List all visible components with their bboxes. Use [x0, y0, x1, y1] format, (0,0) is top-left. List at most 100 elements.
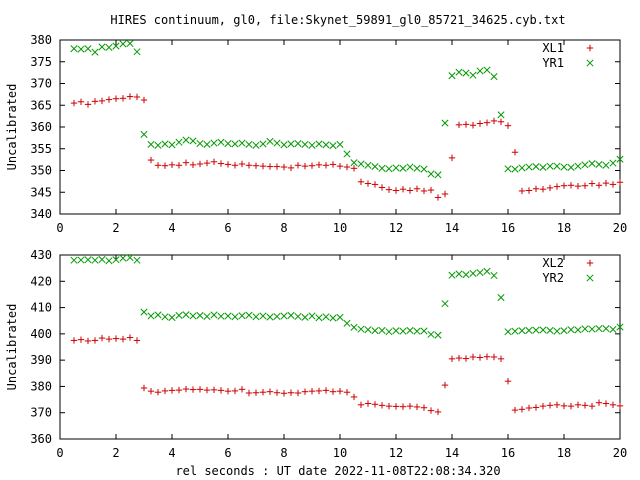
data-point	[602, 161, 610, 169]
data-point	[133, 256, 141, 264]
data-point	[287, 311, 295, 320]
data-point-stroke-b	[308, 312, 316, 320]
data-point-stroke-b	[595, 325, 603, 333]
data-point	[476, 67, 484, 75]
data-point	[567, 163, 575, 172]
data-point	[364, 180, 372, 187]
data-point-stroke-b	[602, 325, 610, 333]
data-point	[588, 402, 596, 410]
data-point	[413, 403, 421, 411]
data-point	[385, 328, 393, 336]
data-point-stroke-b	[119, 40, 127, 48]
data-point	[567, 326, 575, 334]
data-point	[231, 140, 239, 148]
data-point	[574, 162, 582, 170]
y-tick-label: 390	[30, 353, 52, 367]
data-point-stroke-b	[532, 326, 540, 334]
data-point	[343, 163, 351, 171]
data-point	[539, 163, 547, 172]
legend-label: XL1	[542, 41, 564, 55]
data-point	[406, 163, 414, 171]
data-point-stroke-b	[392, 327, 400, 335]
data-point	[532, 326, 540, 334]
data-point	[483, 353, 491, 360]
data-point	[294, 312, 302, 321]
x-tick-label: 0	[56, 221, 63, 235]
data-point	[420, 327, 428, 335]
data-point	[273, 139, 281, 147]
data-point	[378, 164, 386, 172]
data-point	[252, 141, 260, 149]
data-point-stroke-b	[609, 325, 617, 333]
data-point-stroke-b	[483, 66, 491, 74]
data-point-stroke-b	[343, 150, 351, 158]
x-tick-label: 6	[224, 446, 231, 460]
data-point	[595, 160, 603, 168]
data-point-stroke-b	[399, 164, 407, 172]
data-point-stroke-b	[329, 142, 337, 150]
data-point	[182, 136, 190, 144]
x-tick-label: 18	[557, 221, 571, 235]
chart-title: HIRES continuum, gl0, file:Skynet_59891_…	[110, 13, 565, 27]
data-point	[448, 154, 456, 162]
data-point	[595, 182, 603, 189]
data-point	[245, 162, 253, 169]
data-point	[280, 390, 288, 397]
data-point	[574, 182, 582, 190]
data-point	[91, 48, 99, 56]
data-point	[504, 328, 512, 336]
series-YR2	[70, 254, 624, 339]
data-point	[378, 184, 386, 191]
y-tick-label: 430	[30, 248, 52, 262]
data-point-stroke-b	[371, 327, 379, 335]
data-point	[343, 150, 351, 158]
data-point	[196, 139, 204, 148]
data-point	[315, 314, 323, 322]
data-point-stroke-b	[182, 136, 190, 144]
data-point	[511, 327, 519, 335]
x-tick-label: 16	[501, 221, 515, 235]
y-tick-label: 355	[30, 142, 52, 156]
data-point	[546, 184, 554, 192]
data-point	[483, 119, 491, 126]
data-point	[560, 327, 568, 335]
data-point	[574, 326, 582, 334]
data-point	[497, 355, 505, 363]
data-point-stroke-b	[252, 313, 260, 321]
data-point	[469, 269, 477, 277]
data-point	[238, 386, 246, 393]
data-point-stroke-b	[364, 161, 372, 169]
data-point-stroke-b	[287, 311, 295, 320]
data-point	[147, 387, 155, 395]
data-point	[308, 312, 316, 320]
data-point-stroke-b	[469, 269, 477, 277]
data-point-stroke-b	[315, 314, 323, 322]
data-point	[518, 406, 526, 413]
data-point	[168, 141, 176, 149]
data-point	[245, 311, 253, 319]
y-tick-label: 360	[30, 432, 52, 446]
data-point	[343, 389, 351, 396]
data-point	[280, 312, 288, 320]
legend-label: XL2	[542, 256, 564, 270]
data-point	[462, 355, 470, 362]
x-tick-label: 14	[445, 221, 459, 235]
data-point	[287, 164, 295, 172]
data-point	[273, 312, 281, 321]
legend-label: YR2	[542, 271, 564, 285]
data-point	[378, 326, 386, 334]
data-point-stroke-b	[343, 319, 351, 327]
data-point	[294, 162, 302, 169]
data-point	[203, 386, 211, 394]
data-point	[280, 163, 288, 171]
legend-marker-stroke-b	[586, 274, 594, 282]
data-point	[371, 401, 379, 408]
data-point-stroke-b	[77, 256, 85, 264]
data-point-stroke-b	[595, 160, 603, 168]
data-point-stroke-b	[567, 326, 575, 334]
data-point-stroke-b	[476, 269, 484, 277]
data-point	[385, 165, 393, 173]
data-point	[385, 402, 393, 410]
data-point	[224, 161, 232, 168]
data-point	[483, 267, 491, 275]
